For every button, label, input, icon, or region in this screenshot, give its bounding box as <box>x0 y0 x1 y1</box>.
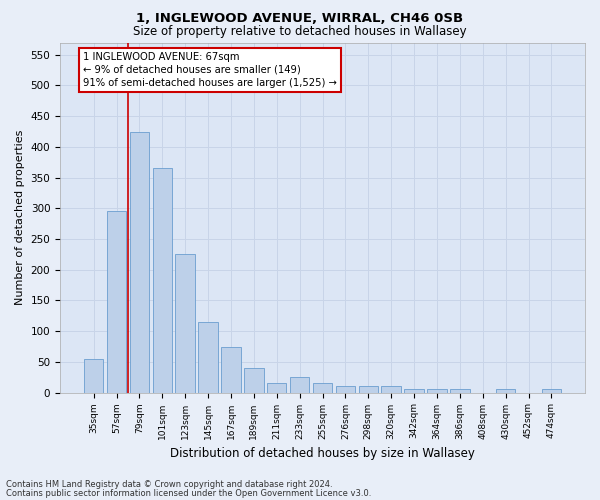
Text: 1 INGLEWOOD AVENUE: 67sqm
← 9% of detached houses are smaller (149)
91% of semi-: 1 INGLEWOOD AVENUE: 67sqm ← 9% of detach… <box>83 52 337 88</box>
Bar <box>542 390 561 392</box>
Bar <box>152 168 172 392</box>
Bar <box>382 386 401 392</box>
Bar <box>221 346 241 393</box>
Y-axis label: Number of detached properties: Number of detached properties <box>15 130 25 305</box>
Bar <box>84 359 103 392</box>
Bar <box>107 212 126 392</box>
Bar <box>313 384 332 392</box>
X-axis label: Distribution of detached houses by size in Wallasey: Distribution of detached houses by size … <box>170 447 475 460</box>
Text: Size of property relative to detached houses in Wallasey: Size of property relative to detached ho… <box>133 25 467 38</box>
Bar <box>404 390 424 392</box>
Bar <box>335 386 355 392</box>
Bar <box>450 390 470 392</box>
Text: Contains public sector information licensed under the Open Government Licence v3: Contains public sector information licen… <box>6 488 371 498</box>
Bar <box>427 390 446 392</box>
Bar <box>496 390 515 392</box>
Text: 1, INGLEWOOD AVENUE, WIRRAL, CH46 0SB: 1, INGLEWOOD AVENUE, WIRRAL, CH46 0SB <box>136 12 464 26</box>
Bar <box>199 322 218 392</box>
Bar <box>359 386 378 392</box>
Bar <box>175 254 195 392</box>
Bar <box>244 368 263 392</box>
Text: Contains HM Land Registry data © Crown copyright and database right 2024.: Contains HM Land Registry data © Crown c… <box>6 480 332 489</box>
Bar <box>130 132 149 392</box>
Bar <box>267 384 286 392</box>
Bar <box>290 377 310 392</box>
